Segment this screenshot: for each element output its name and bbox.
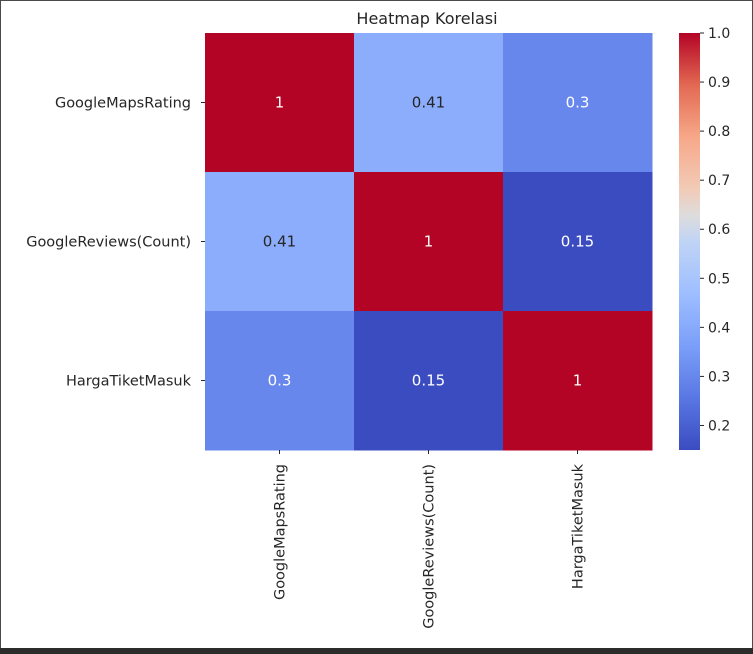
- cell-annotation: 0.41: [263, 233, 296, 251]
- colorbar-tick-label: 0.3: [708, 369, 730, 385]
- colorbar-tick-label: 0.8: [708, 124, 730, 140]
- heatmap-cell: [354, 311, 504, 451]
- colorbar-tick-label: 0.5: [708, 271, 730, 287]
- colorbar-tick-label: 0.7: [708, 173, 730, 189]
- column-label: HargaTiketMasuk: [571, 463, 587, 589]
- colorbar-tick-label: 0.2: [708, 418, 730, 434]
- row-labels: GoogleMapsRating GoogleReviews(Count) Harg…: [26, 96, 205, 390]
- cell-annotation: 1: [424, 233, 434, 251]
- colorbar-tick-label: 0.4: [708, 320, 730, 336]
- cell-annotation: 0.3: [566, 94, 590, 112]
- window-bottom-edge: [0, 648, 753, 654]
- colorbar: 1.0 0.9 0.8 0.7 0.6 0.5 0.4 0.3 0.2: [679, 26, 730, 450]
- colorbar-tick-label: 0.9: [708, 75, 730, 91]
- column-labels: GoogleMapsRating GoogleReviews(Count) Harg…: [273, 450, 587, 629]
- row-label: GoogleReviews(Count): [26, 235, 191, 251]
- colorbar-tick-label: 0.6: [708, 222, 730, 238]
- heatmap-cell: [205, 311, 355, 451]
- cell-annotation: 0.3: [268, 372, 292, 390]
- heatmap-cells: 1 0.41 0.3 0.41 1 0.15 0.3 0.15 1: [205, 33, 653, 451]
- row-label: GoogleMapsRating: [55, 96, 191, 112]
- cell-annotation: 0.41: [412, 94, 445, 112]
- colorbar-gradient: [679, 33, 700, 450]
- cell-annotation: 1: [573, 372, 583, 390]
- column-label: GoogleReviews(Count): [422, 464, 438, 629]
- heatmap-cell: [205, 33, 355, 173]
- colorbar-tick-label: 1.0: [708, 26, 730, 42]
- heatmap-cell: [354, 172, 504, 312]
- row-label: HargaTiketMasuk: [66, 374, 192, 390]
- heatmap-cell: [503, 311, 653, 451]
- cell-annotation: 0.15: [561, 233, 594, 251]
- heatmap-cell: [205, 172, 355, 312]
- cell-annotation: 1: [275, 94, 285, 112]
- heatmap-cell: [503, 33, 653, 173]
- column-label: GoogleMapsRating: [273, 464, 289, 600]
- cell-annotation: 0.15: [412, 372, 445, 390]
- heatmap-cell: [354, 33, 504, 173]
- heatmap-cell: [503, 172, 653, 312]
- chart-title: Heatmap Korelasi: [356, 9, 497, 28]
